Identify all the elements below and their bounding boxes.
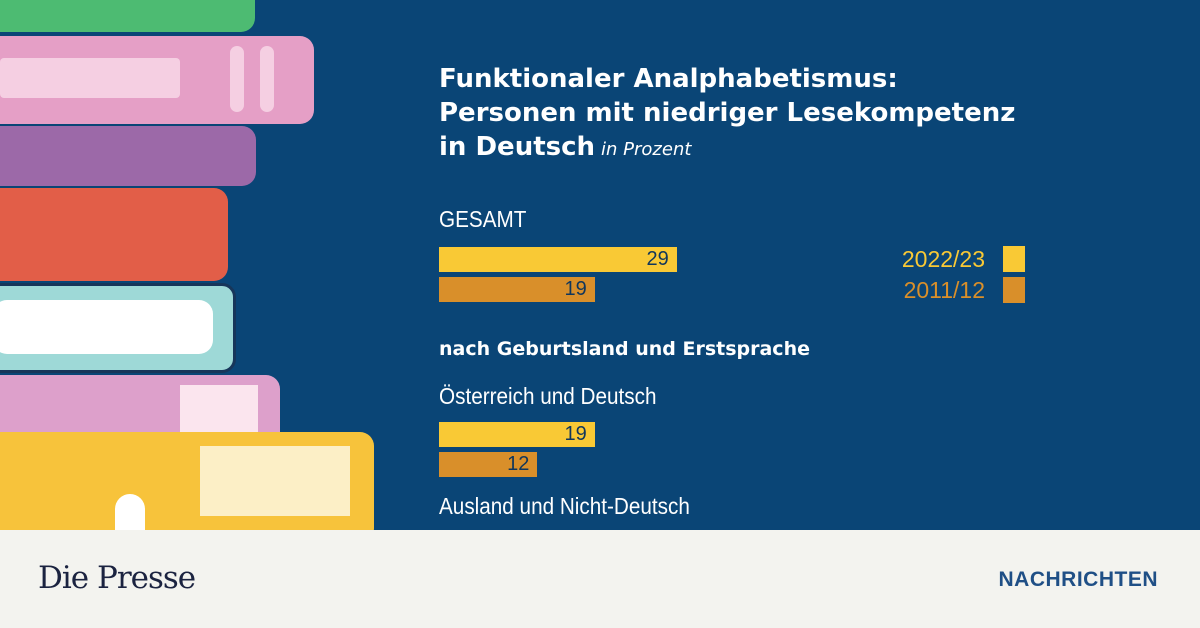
legend-swatch-2022 xyxy=(1003,246,1025,272)
chart-title: Funktionaler Analphabetismus: Personen m… xyxy=(439,62,1015,167)
bar-gesamt-2011: 19 xyxy=(439,277,595,302)
legend-label-2011: 2011/12 xyxy=(903,277,985,303)
group-label-ausland: Ausland und Nicht-Deutsch xyxy=(439,493,690,519)
unit-label: in Prozent xyxy=(601,139,692,160)
bar-oesterreich-2011: 12 xyxy=(439,452,538,477)
title-line-3: in Deutsch xyxy=(439,132,596,162)
logo[interactable]: Die Presse xyxy=(38,560,196,596)
bar-oesterreich-2022: 19 xyxy=(439,422,595,447)
title-line-2: Personen mit niedriger Lesekompetenz xyxy=(439,98,1016,128)
group-label-oesterreich: Österreich und Deutsch xyxy=(439,383,657,409)
group-label-gesamt: GESAMT xyxy=(439,206,527,232)
section-link[interactable]: NACHRICHTEN xyxy=(998,568,1158,591)
subtitle: nach Geburtsland und Erstsprache xyxy=(439,338,810,360)
bar-gesamt-2022: 29 xyxy=(439,247,677,272)
legend-label-2022: 2022/23 xyxy=(901,246,985,272)
infographic: Funktionaler Analphabetismus: Personen m… xyxy=(0,0,1200,530)
legend-swatch-2011 xyxy=(1003,277,1025,303)
footer xyxy=(0,530,1200,628)
title-line-1: Funktionaler Analphabetismus: xyxy=(439,64,898,94)
